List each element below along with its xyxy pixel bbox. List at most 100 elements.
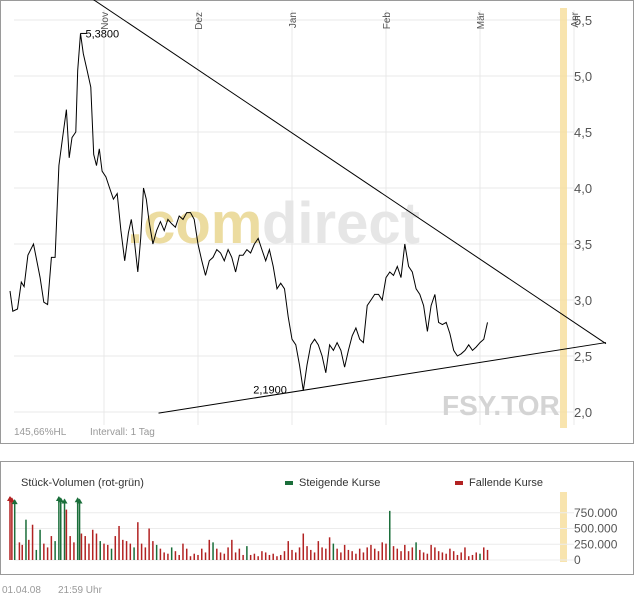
volume-bar	[392, 546, 395, 560]
volume-bar	[434, 547, 436, 560]
volume-bar	[347, 549, 350, 560]
volume-bar	[9, 497, 11, 560]
volume-bar	[163, 552, 165, 560]
volume-bar	[452, 551, 455, 560]
volume-bar	[144, 547, 147, 560]
volume-bar	[460, 552, 462, 560]
volume-bar	[219, 552, 222, 560]
volume-bar	[325, 548, 327, 560]
volume-bar	[242, 554, 244, 560]
price-line	[9, 33, 488, 391]
volume-bar	[464, 547, 466, 560]
volume-panel	[0, 461, 634, 575]
volume-bar	[122, 539, 124, 560]
y-tick-label: 3,0	[574, 293, 592, 308]
legend-down-label: Fallende Kurse	[469, 477, 543, 489]
volume-bar	[13, 500, 16, 560]
volume-bar	[396, 548, 399, 560]
volume-title: Stück-Volumen (rot-grün)	[21, 477, 144, 489]
volume-bar	[103, 543, 105, 560]
footer-date: 01.04.08	[2, 585, 41, 596]
volume-tick-label: 750.000	[574, 506, 618, 520]
volume-bar	[449, 548, 451, 560]
volume-bar	[407, 551, 410, 560]
volume-bar	[321, 547, 323, 560]
volume-bar	[54, 541, 56, 560]
volume-bar	[114, 536, 117, 560]
volume-tick-label: 250.000	[574, 537, 618, 551]
volume-bar	[11, 498, 13, 560]
volume-bar	[441, 552, 444, 560]
volume-bar	[140, 543, 143, 560]
legend-up-swatch	[285, 481, 293, 485]
volume-bar	[385, 543, 387, 560]
volume-bar	[88, 543, 90, 560]
volume-bar	[317, 541, 320, 560]
hl-percent-label: 145,66%HL	[14, 427, 67, 438]
volume-bar	[467, 556, 470, 560]
y-tick-label: 4,0	[574, 181, 592, 196]
volume-bar	[404, 544, 406, 560]
volume-tick-label: 500.000	[574, 522, 618, 536]
volume-bar	[422, 552, 425, 560]
volume-bar	[355, 553, 357, 560]
volume-bar	[174, 551, 177, 560]
y-tick-label: 5,5	[574, 13, 592, 28]
volume-bar	[430, 544, 432, 560]
volume-bar	[471, 554, 474, 560]
volume-bar	[253, 553, 256, 560]
high-annotation: 5,3800	[86, 28, 120, 40]
volume-bar	[152, 541, 154, 560]
volume-bar	[129, 543, 132, 560]
volume-bar	[283, 551, 286, 560]
volume-bar	[343, 544, 346, 560]
volume-bar	[234, 552, 237, 560]
volume-bar	[279, 554, 282, 560]
volume-highlight	[560, 492, 567, 562]
volume-bar	[445, 553, 447, 560]
trendline-support	[158, 342, 607, 414]
volume-bar	[377, 551, 380, 560]
volume-bar	[261, 551, 263, 560]
interval-label: Intervall: 1 Tag	[90, 427, 155, 438]
volume-bar	[31, 524, 34, 560]
volume-bar	[373, 548, 376, 560]
volume-bar	[456, 554, 459, 560]
volume-bar	[137, 522, 139, 560]
volume-bar	[272, 553, 274, 560]
volume-bar	[204, 552, 207, 560]
volume-bar	[43, 543, 45, 560]
volume-bar	[381, 542, 383, 560]
volume-bar	[189, 556, 192, 560]
volume-bar	[25, 519, 27, 560]
volume-bar	[197, 554, 199, 560]
month-label: Apr	[570, 11, 581, 27]
y-tick-label: 5,0	[574, 69, 592, 84]
volume-overflow-arrow	[8, 497, 15, 503]
volume-bar	[276, 556, 278, 560]
volume-bar	[415, 542, 417, 560]
volume-bar	[99, 541, 101, 560]
footer-time: 21:59 Uhr	[58, 585, 103, 596]
volume-bar	[133, 547, 135, 560]
volume-bar	[366, 547, 368, 560]
volume-bar	[110, 548, 113, 560]
volume-bar	[437, 551, 440, 560]
volume-bar	[246, 546, 248, 560]
price-grid	[14, 10, 575, 425]
volume-bar	[60, 498, 62, 560]
volume-bar	[39, 529, 41, 560]
volume-bar	[483, 547, 485, 560]
volume-bar	[216, 548, 218, 560]
volume-bar	[302, 533, 305, 560]
y-tick-label: 2,5	[574, 349, 592, 364]
volume-bar	[28, 539, 30, 560]
volume-bar	[193, 553, 195, 560]
volume-bar	[91, 529, 94, 560]
volume-bar	[336, 548, 338, 560]
volume-bar	[249, 554, 252, 560]
volume-bar	[362, 552, 365, 560]
volume-tick-label: 0	[574, 553, 581, 567]
